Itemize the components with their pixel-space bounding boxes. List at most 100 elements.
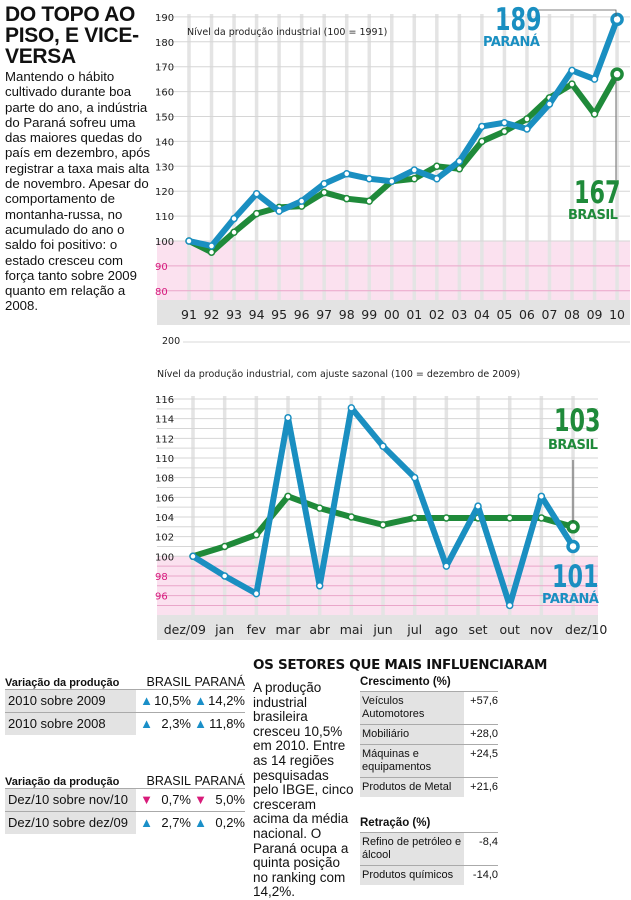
y-tick-label: 112 <box>155 434 174 445</box>
series-line-brasil <box>187 72 620 256</box>
triangle-up-icon: ▲ <box>140 693 153 708</box>
x-tick-label: 05 <box>496 307 512 322</box>
sectors-text: A produção industrial brasileira cresceu… <box>253 680 354 900</box>
x-tick-label: 07 <box>542 307 558 322</box>
sector-name: Produtos de Metal <box>360 778 464 797</box>
data-point <box>568 66 576 75</box>
parana-end-value: 101 <box>552 559 599 595</box>
parana-value: 5,0% <box>215 792 245 807</box>
x-tick-label: 95 <box>271 307 287 322</box>
intro-column: DO TOPO AO PISO, E VICE-VERSA Mantendo o… <box>5 4 151 314</box>
y-tick-label: 108 <box>155 474 174 485</box>
y-tick-label: 116 <box>155 395 174 406</box>
growth-heading: Crescimento (%) <box>360 676 451 688</box>
brasil-value: 10,5% <box>154 693 191 708</box>
triangle-down-icon: ▼ <box>140 792 153 807</box>
brasil-value-cell: ▼ 0,7% <box>137 789 191 811</box>
x-tick-label: ago <box>435 622 458 637</box>
data-point <box>455 165 464 173</box>
x-axis-band <box>157 300 630 325</box>
sector-value: +24,5 <box>470 748 498 760</box>
sector-row: Veículos Automotores +57,6 <box>360 691 498 724</box>
y-tick-label: 90 <box>155 262 168 273</box>
parana-value-cell: ▲ 11,8% <box>191 713 245 735</box>
x-tick-label: 09 <box>587 307 603 322</box>
table-row: Dez/10 sobre dez/09 ▲ 2,7% ▲ 0,2% <box>5 811 245 834</box>
data-point <box>410 175 419 183</box>
sector-value: +28,0 <box>470 728 498 740</box>
y-tick-label: 106 <box>155 493 174 504</box>
y-tick-label: 100 <box>155 552 174 563</box>
x-tick-label: 94 <box>249 307 265 322</box>
data-point <box>230 214 238 223</box>
sector-name: Mobiliário <box>360 725 464 744</box>
brasil-value: 2,3% <box>161 716 191 731</box>
triangle-up-icon: ▲ <box>194 716 207 731</box>
x-tick-label: 10 <box>609 307 625 322</box>
table1-heading: Variação da produção <box>5 677 120 689</box>
y-tick-label: 102 <box>155 533 174 544</box>
data-point <box>410 514 419 522</box>
table2-header: Variação da produção BRASIL PARANÁ <box>5 766 245 788</box>
sector-row: Mobiliário +28,0 <box>360 724 498 744</box>
y-tick-label: 110 <box>155 454 174 465</box>
triangle-up-icon: ▲ <box>194 693 207 708</box>
y-tick-label: 170 <box>155 63 174 74</box>
decline-heading: Retração (%) <box>360 817 431 829</box>
x-tick-label: 00 <box>384 307 400 322</box>
stray-axis-label: 200 <box>162 336 180 347</box>
data-point <box>478 137 486 146</box>
y-tick-label: 190 <box>155 13 174 24</box>
decline-table: Refino de petróleo e álcool -8,4 Produtos … <box>360 832 498 885</box>
parana-value-cell: ▲ 14,2% <box>191 690 245 712</box>
brasil-end-name: BRASIL <box>568 208 618 223</box>
data-point <box>410 166 419 174</box>
sector-name: Refino de petróleo e álcool <box>360 833 464 865</box>
data-point <box>342 194 351 203</box>
data-point <box>320 179 328 188</box>
x-tick-label: out <box>499 622 520 637</box>
data-point <box>275 207 283 215</box>
data-point <box>388 177 396 185</box>
x-tick-label: 08 <box>564 307 580 322</box>
x-tick-label: 96 <box>294 307 310 322</box>
data-point <box>252 189 261 198</box>
data-point <box>590 75 599 83</box>
table1-header: Variação da produção BRASIL PARANÁ <box>5 667 245 689</box>
chart-title: Nível da produção industrial, com ajuste… <box>157 369 520 380</box>
data-point <box>410 473 419 482</box>
data-point <box>537 514 546 522</box>
x-tick-label: dez/10 <box>565 622 607 637</box>
triangle-down-icon: ▼ <box>194 792 207 807</box>
data-point <box>347 513 356 521</box>
brasil-end-value: 167 <box>574 175 621 211</box>
data-point <box>478 122 486 131</box>
sector-value: +21,6 <box>470 781 498 793</box>
y-tick-label: 180 <box>155 38 174 49</box>
triangle-up-icon: ▲ <box>140 716 153 731</box>
data-point <box>500 118 509 127</box>
x-axis-band <box>157 615 598 640</box>
sector-value: -14,0 <box>472 869 498 881</box>
data-point <box>500 127 509 136</box>
table-row: 2010 sobre 2008 ▲ 2,3% ▲ 11,8% <box>5 712 245 735</box>
x-tick-label: jan <box>214 622 234 637</box>
data-point <box>590 110 599 118</box>
data-point <box>284 492 292 501</box>
table2-heading: Variação da produção <box>5 776 120 788</box>
data-point <box>315 582 324 590</box>
triangle-up-icon: ▲ <box>140 815 153 830</box>
row-label: 2010 sobre 2008 <box>5 713 136 735</box>
y-tick-label: 110 <box>155 212 174 223</box>
brasil-end-name: BRASIL <box>548 438 598 453</box>
sector-name: Máquinas e equipamentos <box>360 745 464 777</box>
brasil-value: 0,7% <box>161 792 191 807</box>
sector-name: Veículos Automotores <box>360 692 464 724</box>
x-tick-label: 99 <box>361 307 377 322</box>
sector-row: Máquinas e equipamentos +24,5 <box>360 744 498 777</box>
x-tick-label: 98 <box>339 307 355 322</box>
y-tick-label: 150 <box>155 113 174 124</box>
parana-value-cell: ▲ 0,2% <box>191 812 245 834</box>
data-point <box>252 530 261 539</box>
brasil-value: 2,7% <box>161 815 191 830</box>
